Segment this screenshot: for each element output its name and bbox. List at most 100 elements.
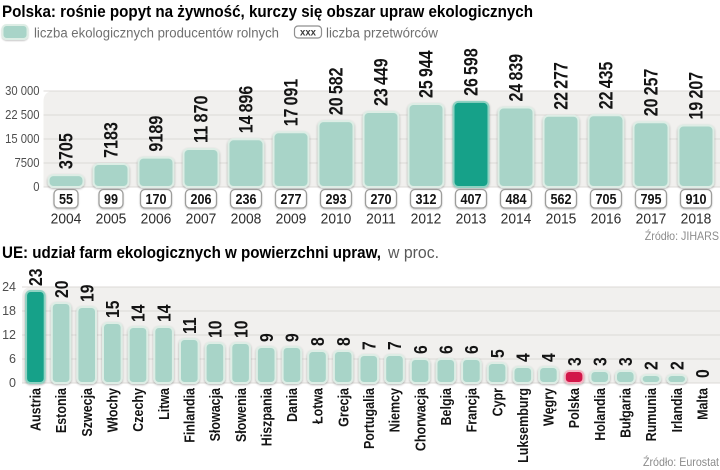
svg-text:Źródło: JIHARS: Źródło: JIHARS: [645, 230, 719, 243]
svg-text:Austria: Austria: [28, 388, 44, 431]
svg-text:Hiszpania: Hiszpania: [258, 388, 274, 447]
svg-text:Portugalia: Portugalia: [361, 388, 377, 449]
svg-text:7500: 7500: [15, 156, 40, 171]
svg-text:2018: 2018: [681, 211, 712, 228]
svg-text:Finlandia: Finlandia: [182, 388, 198, 443]
svg-text:484: 484: [506, 191, 527, 207]
svg-text:14: 14: [153, 304, 175, 322]
svg-text:293: 293: [326, 191, 347, 207]
svg-text:Estonia: Estonia: [53, 388, 69, 433]
svg-text:0: 0: [33, 180, 40, 195]
svg-text:Belgia: Belgia: [438, 388, 454, 426]
svg-text:2005: 2005: [96, 211, 127, 228]
svg-text:8: 8: [333, 337, 355, 346]
svg-text:22 435: 22 435: [595, 61, 617, 109]
svg-text:20: 20: [51, 281, 73, 298]
svg-text:liczba przetwórców: liczba przetwórców: [326, 26, 438, 41]
svg-text:15: 15: [102, 300, 124, 318]
svg-text:22 277: 22 277: [550, 62, 572, 110]
svg-text:Dania: Dania: [284, 388, 300, 422]
svg-text:23 449: 23 449: [370, 58, 392, 106]
svg-text:Słowacja: Słowacja: [207, 388, 223, 442]
svg-text:Szwecja: Szwecja: [79, 388, 95, 437]
svg-text:4: 4: [538, 353, 560, 362]
svg-text:Czechy: Czechy: [130, 388, 146, 432]
svg-text:6: 6: [9, 352, 16, 366]
svg-text:2015: 2015: [546, 211, 577, 228]
svg-text:2009: 2009: [276, 211, 307, 228]
svg-text:3: 3: [564, 357, 586, 366]
svg-text:Bułgaria: Bułgaria: [618, 388, 634, 438]
svg-text:24: 24: [2, 280, 16, 294]
svg-text:Rumunia: Rumunia: [643, 388, 659, 442]
svg-text:5: 5: [487, 349, 509, 358]
svg-text:2014: 2014: [501, 211, 532, 228]
svg-text:562: 562: [551, 191, 572, 207]
svg-text:Irlandia: Irlandia: [669, 388, 685, 433]
svg-text:8: 8: [307, 337, 329, 346]
svg-text:24 839: 24 839: [505, 54, 527, 102]
svg-text:Włochy: Włochy: [105, 388, 121, 433]
svg-text:Źródło: Eurostat: Źródło: Eurostat: [643, 456, 719, 469]
svg-text:3: 3: [615, 357, 637, 366]
svg-text:2007: 2007: [186, 211, 217, 228]
svg-text:15 000: 15 000: [5, 132, 40, 147]
svg-text:3: 3: [589, 357, 611, 366]
svg-text:Francja: Francja: [464, 388, 480, 433]
svg-text:7183: 7183: [100, 122, 122, 158]
svg-text:Luksemburg: Luksemburg: [515, 388, 531, 463]
svg-text:Chorwacja: Chorwacja: [412, 388, 428, 451]
svg-text:705: 705: [596, 191, 617, 207]
svg-text:2004: 2004: [51, 211, 82, 228]
svg-text:Cypr: Cypr: [489, 387, 505, 416]
svg-text:12: 12: [2, 328, 16, 342]
svg-text:xxx: xxx: [300, 27, 316, 39]
svg-text:6: 6: [435, 345, 457, 354]
svg-text:14: 14: [127, 304, 149, 322]
svg-text:206: 206: [191, 191, 212, 207]
svg-text:0: 0: [692, 369, 714, 378]
svg-text:9189: 9189: [145, 116, 167, 152]
svg-text:Holandia: Holandia: [592, 388, 608, 441]
svg-text:19 207: 19 207: [685, 72, 707, 120]
svg-text:20 257: 20 257: [640, 68, 662, 116]
svg-text:2011: 2011: [366, 211, 396, 228]
svg-text:23: 23: [25, 269, 47, 286]
svg-text:2016: 2016: [591, 211, 622, 228]
svg-text:19: 19: [76, 285, 98, 302]
svg-text:Polska: rośnie popyt na żywnoś: Polska: rośnie popyt na żywność, kurczy …: [2, 3, 533, 21]
svg-text:2008: 2008: [231, 211, 262, 228]
svg-text:9: 9: [281, 333, 303, 342]
svg-text:w proc.: w proc.: [387, 244, 439, 262]
svg-text:170: 170: [146, 191, 167, 207]
svg-text:407: 407: [461, 191, 482, 207]
svg-text:270: 270: [371, 191, 392, 207]
svg-text:2006: 2006: [141, 211, 172, 228]
svg-text:18: 18: [2, 304, 16, 318]
svg-text:10: 10: [230, 321, 252, 338]
svg-text:Łotwa: Łotwa: [310, 388, 326, 424]
svg-text:312: 312: [416, 191, 437, 207]
svg-text:7: 7: [358, 341, 380, 350]
svg-text:4: 4: [512, 353, 534, 362]
svg-text:liczba ekologicznych producent: liczba ekologicznych producentów rolnych: [34, 26, 279, 41]
svg-text:7: 7: [384, 341, 406, 350]
svg-text:20 582: 20 582: [325, 67, 347, 115]
svg-text:Niemcy: Niemcy: [387, 388, 403, 433]
svg-text:11: 11: [179, 317, 201, 334]
svg-text:2: 2: [640, 361, 662, 370]
svg-text:Węgry: Węgry: [541, 388, 557, 427]
svg-text:2010: 2010: [321, 211, 352, 228]
svg-text:10: 10: [204, 321, 226, 338]
svg-text:UE: udział farm ekologicznych: UE: udział farm ekologicznych w powierzc…: [2, 244, 381, 262]
svg-text:236: 236: [236, 191, 257, 207]
svg-text:11 870: 11 870: [190, 95, 212, 143]
svg-text:55: 55: [59, 191, 73, 207]
svg-text:30 000: 30 000: [5, 84, 40, 99]
svg-text:Grecja: Grecja: [335, 388, 351, 427]
svg-text:14 896: 14 896: [235, 86, 257, 134]
svg-text:Słowenia: Słowenia: [233, 388, 249, 442]
svg-text:0: 0: [9, 376, 16, 390]
svg-text:277: 277: [281, 191, 302, 207]
svg-text:Polska: Polska: [566, 388, 582, 429]
